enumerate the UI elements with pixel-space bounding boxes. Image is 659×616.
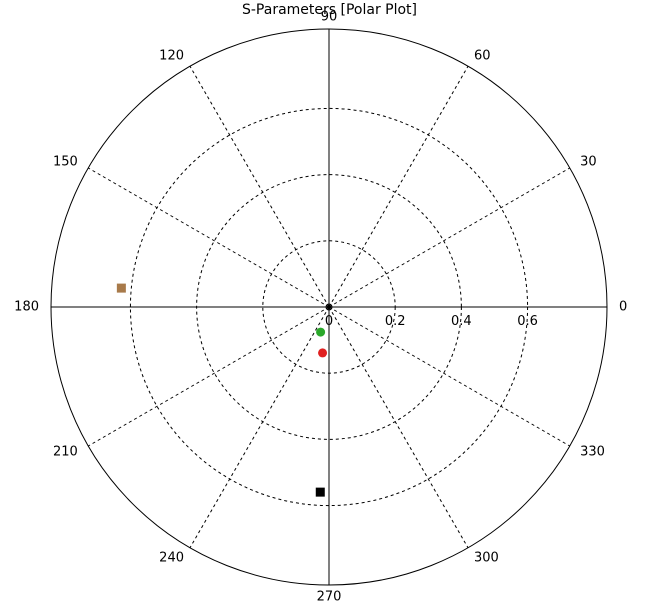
angle-label-330: 330 <box>580 445 605 460</box>
data-points <box>116 283 328 497</box>
angle-label-120: 120 <box>159 48 184 63</box>
angle-label-60: 60 <box>474 48 491 63</box>
radial-origin-label: 0 <box>325 314 333 329</box>
angle-label-210: 210 <box>53 445 78 460</box>
angle-spoke-240 <box>189 306 330 549</box>
angle-spoke-30 <box>328 167 571 308</box>
angle-label-150: 150 <box>53 155 78 170</box>
angle-label-90: 90 <box>321 10 338 25</box>
angle-spoke-300 <box>328 306 469 549</box>
polar-grid <box>50 28 608 586</box>
angle-label-240: 240 <box>159 551 184 566</box>
angle-label-300: 300 <box>474 551 499 566</box>
angle-spoke-330 <box>328 306 571 447</box>
chart-title: S-Parameters [Polar Plot] <box>241 2 417 18</box>
radial-label-0: 0.2 <box>385 314 406 329</box>
data-point-0-0 <box>116 283 126 293</box>
radial-label-2: 0.6 <box>517 314 538 329</box>
angle-spoke-60 <box>328 65 469 308</box>
radial-label-1: 0.4 <box>451 314 472 329</box>
angle-spoke-210 <box>87 306 330 447</box>
data-point-1-0 <box>316 327 326 337</box>
angle-spoke-150 <box>87 167 330 308</box>
center-marker <box>325 303 333 311</box>
angle-label-180: 180 <box>14 300 39 315</box>
angle-label-0: 0 <box>619 300 627 315</box>
angle-spoke-120 <box>189 65 330 308</box>
angle-label-270: 270 <box>317 590 342 605</box>
angle-label-30: 30 <box>580 155 597 170</box>
data-point-2-0 <box>318 348 328 358</box>
tick-labels: 0 30 60 90 120 150 180 210 240 270 300 330 0 0.2 0.4 0.… <box>14 10 627 605</box>
data-point-3-0 <box>315 487 325 497</box>
